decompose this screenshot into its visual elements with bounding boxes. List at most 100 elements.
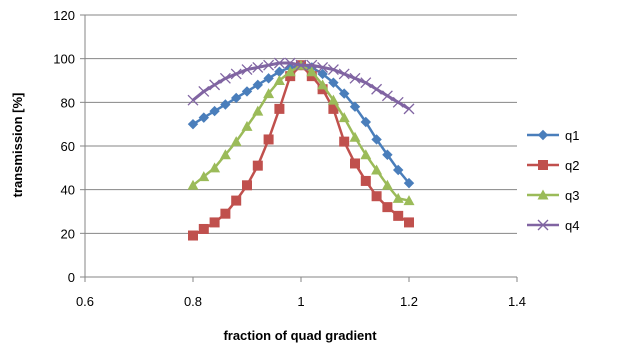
- data-point-q4: [198, 85, 210, 97]
- data-point-q1: [209, 105, 220, 117]
- legend-swatch-marker: [537, 219, 549, 231]
- data-point-q4: [187, 94, 199, 106]
- data-point-q4: [392, 96, 404, 108]
- data-point-q3: [198, 171, 210, 182]
- data-point-q1: [187, 118, 199, 130]
- data-point-q4: [306, 59, 318, 71]
- series-line-q3: [192, 63, 410, 202]
- data-point-q1: [382, 149, 393, 160]
- data-point-q2: [371, 191, 382, 202]
- data-point-q4: [360, 77, 372, 89]
- data-point-q4: [338, 68, 350, 80]
- y-tick-label: 0: [68, 270, 75, 285]
- data-point-q3: [241, 120, 253, 131]
- data-point-q4: [252, 61, 264, 73]
- y-tick-label: 120: [53, 8, 75, 23]
- data-point-q3: [349, 131, 361, 142]
- data-point-q2: [360, 175, 371, 186]
- data-point-q2: [404, 217, 414, 228]
- data-point-q4: [241, 64, 253, 76]
- x-tick-label: 0.8: [184, 294, 202, 309]
- data-point-q2: [231, 195, 242, 206]
- data-point-q3: [392, 192, 404, 203]
- y-tick-label: 20: [61, 226, 75, 241]
- legend-label: q3: [565, 188, 579, 203]
- data-point-q1: [317, 68, 328, 80]
- data-point-q2: [220, 208, 231, 219]
- legend-label: q4: [565, 218, 579, 233]
- data-point-q4: [263, 59, 275, 71]
- data-point-q1: [220, 99, 231, 110]
- legend-item-q3: q3: [527, 188, 579, 203]
- legend: q1 q2 q3 q4: [527, 128, 579, 233]
- x-tick-label: 1.4: [508, 294, 526, 309]
- data-point-q4: [219, 72, 231, 84]
- legend-swatch-marker: [538, 160, 548, 170]
- series-q4: [187, 57, 415, 115]
- data-point-q4: [349, 72, 361, 84]
- data-point-q4: [295, 59, 307, 71]
- data-point-q3: [273, 75, 285, 85]
- data-point-q1: [252, 79, 264, 91]
- data-point-q3: [327, 94, 339, 105]
- data-point-q1: [241, 86, 253, 97]
- data-point-q3: [252, 105, 264, 116]
- data-point-q3: [360, 149, 372, 160]
- data-point-q3: [317, 79, 329, 90]
- y-tick-label: 40: [61, 183, 75, 198]
- data-point-q4: [371, 83, 383, 95]
- x-axis-title: fraction of quad gradient: [223, 328, 377, 343]
- data-point-q2: [188, 230, 198, 241]
- data-point-q2: [242, 180, 252, 191]
- data-point-q2: [252, 160, 263, 171]
- data-point-q1: [230, 92, 242, 104]
- legend-label: q2: [565, 158, 579, 173]
- y-tick-label: 60: [61, 139, 75, 154]
- data-point-q4: [317, 61, 329, 73]
- data-point-q4: [381, 90, 393, 102]
- x-tick-label: 0.6: [76, 294, 94, 309]
- legend-label: q1: [565, 128, 579, 143]
- data-point-q1: [338, 88, 350, 99]
- data-point-q3: [306, 66, 318, 77]
- axes: [80, 14, 518, 282]
- data-point-q2: [198, 223, 209, 234]
- data-point-q1: [371, 134, 382, 145]
- legend-item-q1: q1: [527, 128, 579, 143]
- gridlines: [85, 14, 517, 234]
- data-point-q4: [327, 64, 339, 76]
- data-point-q4: [273, 57, 285, 69]
- y-tick-label: 80: [61, 95, 75, 110]
- data-point-q3: [284, 66, 296, 77]
- data-point-q1: [360, 116, 372, 128]
- data-point-q3: [219, 149, 231, 160]
- data-point-q3: [381, 179, 393, 190]
- data-point-q4: [230, 68, 242, 80]
- legend-item-q4: q4: [527, 218, 579, 233]
- x-tick-label: 1.2: [400, 294, 418, 309]
- data-point-q4: [403, 103, 415, 115]
- data-point-q4: [209, 79, 221, 91]
- data-point-q1: [328, 77, 339, 88]
- data-point-q4: [284, 57, 296, 69]
- data-point-q2: [328, 103, 339, 114]
- series-group: [187, 57, 415, 241]
- y-tick-labels: 0 20 40 60 80 100 120: [53, 8, 75, 285]
- data-point-q3: [338, 112, 350, 123]
- data-point-q3: [230, 136, 242, 147]
- y-axis-title: transmission [%]: [10, 93, 25, 198]
- data-point-q1: [349, 101, 361, 112]
- data-point-q2: [350, 158, 360, 169]
- x-tick-label: 1: [297, 294, 304, 309]
- data-point-q2: [209, 217, 220, 228]
- legend-item-q2: q2: [527, 158, 579, 173]
- data-point-q1: [403, 177, 415, 189]
- x-tick-labels: 0.6 0.8 1 1.2 1.4: [76, 294, 526, 309]
- y-tick-label: 100: [53, 52, 75, 67]
- data-point-q3: [263, 88, 275, 99]
- data-point-q3: [187, 179, 199, 190]
- data-point-q3: [403, 195, 415, 206]
- data-point-q2: [263, 134, 274, 145]
